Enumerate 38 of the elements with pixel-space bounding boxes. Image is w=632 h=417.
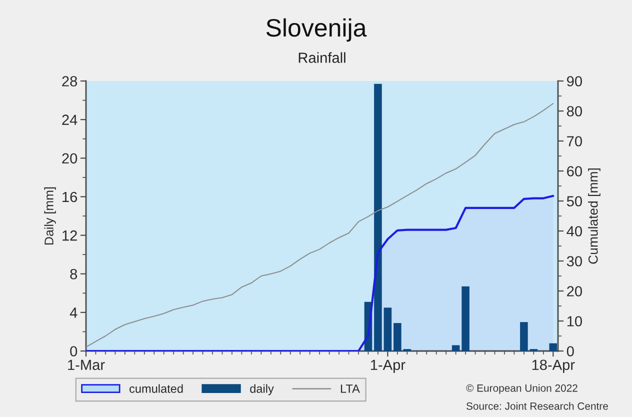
y-tick-label: 12 — [62, 230, 77, 241]
y2-tick-label: 30 — [566, 256, 582, 266]
bar — [549, 343, 558, 351]
y2-tick-label: 60 — [567, 166, 582, 176]
bar — [520, 322, 528, 351]
chart-subtitle: Rainfall — [298, 52, 346, 63]
y-tick-label: 28 — [62, 76, 78, 86]
source-note: Source: Joint Research Centre — [466, 402, 608, 410]
y-tick-label: 16 — [62, 192, 78, 202]
y2-tick-label: 90 — [567, 76, 582, 86]
chart-title: Slovenija — [266, 18, 367, 42]
y-tick-label: 8 — [70, 268, 78, 280]
y2-tick-label: 10 — [567, 316, 582, 326]
text: © European Union 2022 — [466, 384, 578, 394]
y-tick-label: 20 — [62, 153, 78, 164]
y2-tick-label: 0 — [566, 346, 574, 356]
bar — [462, 286, 470, 351]
x-tick-label: 18-Apr — [532, 360, 575, 373]
legend-label: LTA — [340, 384, 360, 393]
y2-tick-label: 20 — [567, 286, 582, 296]
line-series — [86, 102, 554, 348]
y2-tick-label: 70 — [567, 136, 582, 146]
legend-label: daily — [250, 384, 274, 396]
y-tick-label: 4 — [70, 308, 78, 318]
bar — [374, 84, 382, 351]
y2-tick-label: 50 — [566, 196, 582, 206]
bar — [394, 323, 402, 351]
y-tick-label: 0 — [70, 346, 78, 356]
legend-label: cumulated — [130, 384, 183, 393]
y-axis-title: Daily [mm] — [44, 187, 56, 244]
x-tick-label: 1-Apr — [370, 360, 406, 373]
bar — [452, 345, 460, 351]
bar — [384, 308, 392, 351]
x-tick-label: 1-Mar — [68, 360, 105, 370]
y2-tick-label: 80 — [566, 106, 582, 116]
y-tick-label: 24 — [62, 114, 78, 125]
y2-tick-label: 40 — [566, 226, 582, 236]
y2-axis-title: Cumulated [mm] — [588, 168, 600, 264]
